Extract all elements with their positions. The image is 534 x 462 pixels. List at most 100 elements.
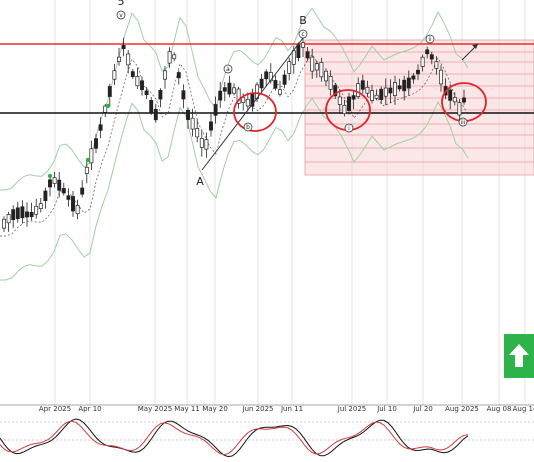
candle-body xyxy=(310,56,315,72)
signal-dot xyxy=(47,173,53,179)
candle-body xyxy=(20,206,25,219)
x-axis-tick-labels: Apr 2025 Apr 10 May 2025 May 11 May 20 Jun 20… xyxy=(39,405,534,413)
candle-body xyxy=(57,179,62,191)
candle-body xyxy=(52,177,57,184)
candle-body xyxy=(434,61,439,69)
candle-body xyxy=(319,62,324,78)
candle-body xyxy=(167,51,172,64)
candle-body xyxy=(11,209,16,221)
candle-body xyxy=(452,97,457,103)
candle-body xyxy=(153,108,158,121)
candle-body xyxy=(126,53,131,66)
candle-body xyxy=(365,86,370,94)
candle-body xyxy=(199,138,204,148)
candle-body xyxy=(149,100,154,114)
candle-body xyxy=(347,96,351,111)
highlight-circle xyxy=(233,92,277,132)
x-tick-label: Jun 11 xyxy=(280,405,303,413)
candle-body xyxy=(236,88,241,104)
x-tick-label: Aug 14 xyxy=(513,405,534,413)
candle-body xyxy=(342,104,347,115)
candle-body xyxy=(448,89,453,101)
x-tick-label: May 11 xyxy=(174,405,200,413)
wave-label-minor: a xyxy=(226,66,230,73)
candle-body xyxy=(287,61,292,74)
lower-band xyxy=(0,97,469,281)
candle-body xyxy=(61,188,66,194)
candle-body xyxy=(296,44,301,58)
wave-label-ring xyxy=(425,34,435,44)
wave-label: B xyxy=(299,14,307,27)
candle-body xyxy=(402,79,407,92)
x-tick-label: Jun 2025 xyxy=(242,405,274,413)
candle-body xyxy=(121,45,126,50)
wave-label-minor: iii xyxy=(460,119,465,126)
candle-body xyxy=(94,138,98,149)
candle-body xyxy=(370,90,374,101)
signal-dot xyxy=(105,103,111,109)
wave-label-minor: v xyxy=(119,12,123,19)
candle-body xyxy=(462,97,466,103)
x-tick-label: May 2025 xyxy=(138,405,173,413)
projection-arrowhead xyxy=(472,44,478,49)
wave-label-minor: c xyxy=(301,31,304,38)
x-tick-label: Aug 08 xyxy=(487,405,512,413)
candle-body xyxy=(397,85,402,90)
candle-body xyxy=(172,54,177,60)
candle-body xyxy=(429,54,434,60)
candle-body xyxy=(25,211,29,218)
candle-body xyxy=(218,90,223,101)
candle-body xyxy=(227,82,232,95)
candle-body xyxy=(195,128,200,138)
candle-body xyxy=(416,69,420,75)
candle-body xyxy=(38,203,43,209)
wave-label-ring xyxy=(243,122,253,132)
candle-body xyxy=(360,80,365,90)
candle-body xyxy=(163,70,167,80)
candle-body xyxy=(356,83,361,97)
candle-body xyxy=(439,69,443,85)
candle-body xyxy=(43,190,48,201)
candle-body xyxy=(282,74,287,85)
wave-label: A xyxy=(196,175,204,188)
candle-body xyxy=(2,218,6,229)
candle-body xyxy=(140,80,144,91)
candle-body xyxy=(259,78,264,89)
signal-dot xyxy=(85,157,91,163)
candle-body xyxy=(379,88,384,100)
candle-body xyxy=(383,87,388,97)
candle-body xyxy=(222,87,227,92)
candlesticks xyxy=(2,36,466,233)
oscillator-signal-line xyxy=(0,420,469,456)
candle-body xyxy=(273,80,278,89)
candle-body xyxy=(213,104,218,116)
candle-body xyxy=(264,71,269,80)
candle-body xyxy=(176,72,181,79)
candle-body xyxy=(6,214,11,224)
candle-body xyxy=(66,195,71,200)
candle-body xyxy=(135,76,140,87)
target-zone xyxy=(304,39,534,176)
candle-body xyxy=(48,179,52,188)
candle-body xyxy=(393,82,397,96)
buy-signal-button[interactable] xyxy=(504,334,534,382)
candle-body xyxy=(291,50,296,65)
candle-body xyxy=(328,76,333,90)
wave-label: 5 xyxy=(118,0,125,8)
candle-body xyxy=(181,90,186,100)
wave-label-ring xyxy=(458,117,468,127)
candle-body xyxy=(71,196,75,212)
candle-body xyxy=(374,94,379,99)
x-tick-label: Jul 20 xyxy=(412,405,433,413)
x-tick-label: Jul 2025 xyxy=(337,405,367,413)
candle-body xyxy=(406,77,411,89)
wave-label-ring xyxy=(298,29,308,39)
wave-ab-lines xyxy=(201,37,479,171)
target-zone-levels xyxy=(305,51,534,163)
x-tick-label: Apr 10 xyxy=(78,405,101,413)
upper-band xyxy=(0,7,469,191)
oscillator-main-line xyxy=(0,418,469,458)
candle-body xyxy=(204,139,209,150)
candle-body xyxy=(80,187,85,195)
x-tick-label: Jul 10 xyxy=(376,405,397,413)
